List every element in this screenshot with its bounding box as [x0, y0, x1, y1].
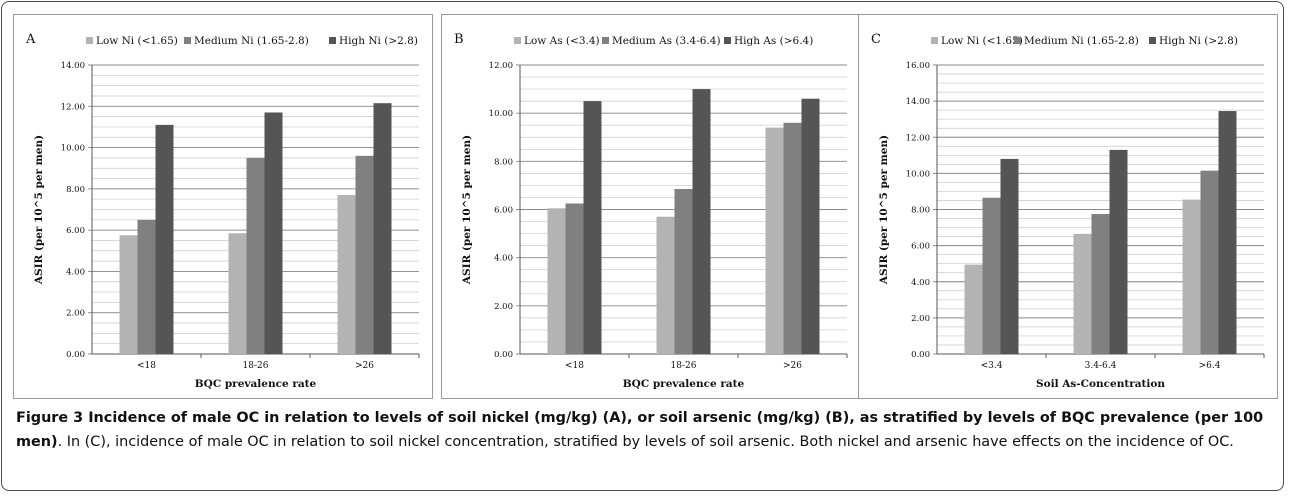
y-tick-label: 6.00 [66, 226, 85, 236]
bar [801, 98, 820, 354]
x-tick-label: >6.4 [1199, 361, 1221, 371]
y-axis-label: ASIR (per 10^5 per men) [461, 135, 473, 285]
legend-swatch [931, 37, 938, 44]
legend-label: Medium Ni (1.65-2.8) [1024, 35, 1139, 47]
chart-panel-b: B Low As (<3.4) Medium As (3.4-6.4) High As… [441, 14, 861, 399]
bar [964, 264, 983, 354]
chart-c: C Low Ni (<1.65) Medium Ni (1.65-2.8) High … [871, 32, 1265, 390]
bar [155, 124, 174, 354]
y-tick-label: 8.00 [494, 157, 513, 167]
y-axis-label: ASIR (per 10^5 per men) [33, 135, 45, 285]
bar [765, 127, 784, 354]
panel-letter: B [454, 32, 464, 47]
legend-swatch [602, 37, 609, 44]
legend-swatch [1149, 37, 1156, 44]
bar [565, 203, 584, 354]
legend-label: High As (>6.4) [734, 35, 813, 47]
bar [228, 233, 247, 354]
y-tick-label: 4.00 [911, 278, 930, 288]
legend-label: High Ni (>2.8) [1159, 35, 1238, 47]
bar [137, 219, 156, 354]
y-tick-label: 2.00 [494, 302, 513, 312]
bar [1000, 158, 1019, 354]
x-axis-label: Soil As-Concentration [1036, 378, 1165, 390]
y-tick-label: 0.00 [66, 350, 85, 360]
bar [264, 112, 283, 354]
legend-label: Medium Ni (1.65-2.8) [194, 35, 309, 47]
y-tick-label: 6.00 [911, 242, 930, 252]
y-axis-label: ASIR (per 10^5 per men) [878, 135, 890, 285]
y-tick-label: 12.00 [61, 102, 85, 112]
y-tick-label: 14.00 [906, 97, 930, 107]
x-tick-label: 18-26 [243, 361, 269, 371]
x-tick-label: >26 [355, 361, 374, 371]
y-tick-label: 2.00 [911, 314, 930, 324]
legend-label: Low As (<3.4) [524, 35, 600, 47]
bar [246, 157, 265, 354]
chart-panel-c: C Low Ni (<1.65) Medium Ni (1.65-2.8) High … [858, 14, 1278, 399]
y-tick-label: 16.00 [906, 61, 930, 71]
y-tick-label: 10.00 [906, 169, 930, 179]
y-tick-label: 2.00 [66, 309, 85, 319]
bar [1109, 149, 1128, 354]
y-tick-label: 8.00 [911, 206, 930, 216]
x-axis-label: BQC prevalence rate [623, 378, 745, 390]
chart-b: B Low As (<3.4) Medium As (3.4-6.4) High As… [454, 32, 848, 390]
legend-swatch [86, 37, 93, 44]
bar [1218, 111, 1237, 354]
chart-panel-a: A Low Ni (<1.65) Medium Ni (1.65-2.8) High … [13, 14, 433, 399]
bar [674, 189, 693, 354]
y-tick-label: 6.00 [494, 206, 513, 216]
x-axis-label: BQC prevalence rate [195, 378, 317, 390]
legend-label: High Ni (>2.8) [339, 35, 418, 47]
x-tick-label: 18-26 [671, 361, 697, 371]
bar [1182, 199, 1201, 354]
bar [119, 235, 138, 354]
x-tick-label: 3.4-6.4 [1085, 361, 1117, 371]
y-tick-label: 10.00 [489, 109, 513, 119]
y-tick-label: 14.00 [61, 61, 85, 71]
legend-swatch [1014, 37, 1021, 44]
bar [337, 195, 356, 354]
x-tick-label: <3.4 [981, 361, 1003, 371]
bar [547, 208, 566, 354]
chart-a: A Low Ni (<1.65) Medium Ni (1.65-2.8) High … [25, 32, 420, 390]
legend-swatch [184, 37, 191, 44]
bar [1091, 214, 1110, 354]
panel-letter: C [871, 32, 881, 47]
bar [783, 122, 802, 354]
y-tick-label: 8.00 [66, 185, 85, 195]
bar [355, 155, 374, 354]
legend-swatch [724, 37, 731, 44]
bar [1073, 233, 1092, 354]
caption-body: . In (C), incidence of male OC in relati… [57, 434, 1234, 450]
x-tick-label: <18 [565, 361, 584, 371]
bar [373, 103, 392, 354]
y-tick-label: 4.00 [66, 267, 85, 277]
figure-caption: Figure 3 Incidence of male OC in relatio… [16, 406, 1278, 454]
y-tick-label: 12.00 [906, 133, 930, 143]
bar [982, 197, 1001, 354]
legend-swatch [329, 37, 336, 44]
panel-letter: A [25, 32, 36, 47]
y-tick-label: 0.00 [494, 350, 513, 360]
y-tick-label: 0.00 [911, 350, 930, 360]
caption-title: Figure 3 Incidence of male OC in relatio… [16, 410, 1264, 450]
bar [583, 101, 602, 354]
bar [1200, 170, 1219, 354]
legend-label: Medium As (3.4-6.4) [612, 35, 721, 47]
x-tick-label: >26 [783, 361, 802, 371]
y-tick-label: 10.00 [61, 144, 85, 154]
y-tick-label: 12.00 [489, 61, 513, 71]
x-tick-label: <18 [137, 361, 156, 371]
bar [692, 89, 711, 354]
y-tick-label: 4.00 [494, 254, 513, 264]
legend-swatch [514, 37, 521, 44]
legend-label: Low Ni (<1.65) [96, 35, 178, 47]
bar [656, 216, 675, 354]
legend-label: Low Ni (<1.65) [941, 35, 1023, 47]
